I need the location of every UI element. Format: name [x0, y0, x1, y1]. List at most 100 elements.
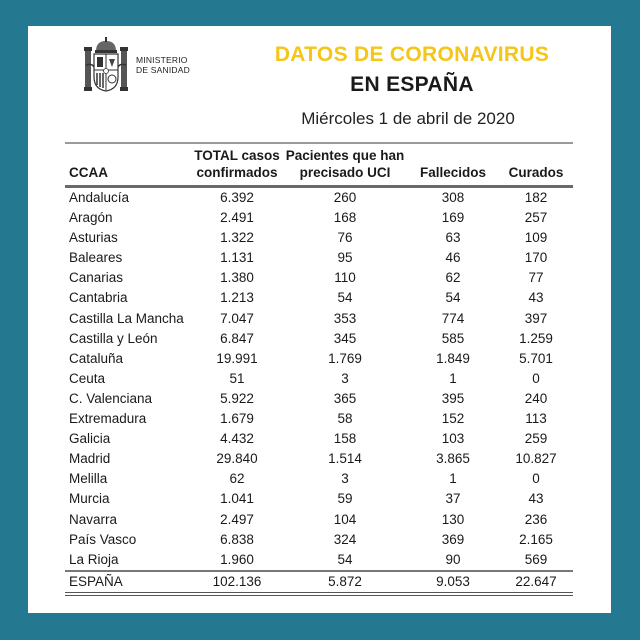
- coronavirus-data-table: CCAA TOTAL casos confirmados Pacientes q…: [65, 142, 573, 596]
- table-row: La Rioja 1.960 54 90 569: [65, 550, 573, 571]
- deaths: 774: [441, 310, 465, 326]
- deaths: 395: [441, 390, 465, 406]
- total-cases: 1.679: [220, 411, 254, 427]
- table-row: Murcia 1.041 59 37 43: [65, 489, 573, 509]
- region-name: Melilla: [69, 471, 108, 487]
- table-row: C. Valenciana 5.922 365 395 240: [65, 389, 573, 409]
- icu-patients: 353: [333, 310, 357, 326]
- icu-patients: 5.872: [328, 573, 362, 589]
- icu-patients: 59: [337, 491, 353, 507]
- region-name: Aragón: [69, 210, 113, 226]
- total-cases: 51: [229, 370, 245, 386]
- total-cases: 4.432: [220, 431, 254, 447]
- icu-patients: 54: [337, 290, 353, 306]
- icu-patients: 345: [333, 330, 357, 346]
- deaths: 46: [445, 250, 461, 266]
- total-cases: 1.131: [220, 250, 254, 266]
- table-row: Baleares 1.131 95 46 170: [65, 248, 573, 268]
- total-cases: 6.392: [220, 190, 254, 205]
- recovered: 397: [524, 310, 548, 326]
- total-cases: 1.322: [220, 230, 254, 246]
- region-name: Andalucía: [69, 190, 130, 205]
- total-cases: 2.491: [220, 210, 254, 226]
- deaths: 103: [441, 431, 465, 447]
- total-cases: 29.840: [216, 451, 258, 467]
- region-name: Ceuta: [69, 370, 106, 386]
- region-name: Cantabria: [69, 290, 128, 306]
- recovered: 569: [524, 551, 548, 567]
- table-row: Cantabria 1.213 54 54 43: [65, 288, 573, 308]
- icu-patients: 260: [333, 190, 357, 205]
- header-icu-patients: Pacientes que han precisado UCI: [285, 148, 405, 180]
- report-date: Miércoles 1 de abril de 2020: [301, 109, 515, 128]
- region-name: Cataluña: [69, 350, 124, 366]
- recovered: 259: [524, 431, 548, 447]
- recovered: 0: [532, 370, 540, 386]
- table-row: Madrid 29.840 1.514 3.865 10.827: [65, 449, 573, 469]
- table-row: Asturias 1.322 76 63 109: [65, 228, 573, 248]
- header-total-cases: TOTAL casos confirmados: [194, 148, 280, 180]
- deaths: 1.849: [436, 350, 470, 366]
- recovered: 43: [528, 491, 544, 507]
- deaths: 369: [441, 531, 465, 547]
- icu-patients: 110: [334, 270, 356, 286]
- recovered: 109: [524, 230, 548, 246]
- recovered: 10.827: [515, 451, 557, 467]
- total-cases: 1.380: [220, 270, 254, 286]
- title-line2: EN ESPAÑA: [350, 73, 474, 96]
- total-label: ESPAÑA: [69, 573, 123, 589]
- icu-patients: 365: [333, 390, 357, 406]
- table-total-row: ESPAÑA 102.136 5.872 9.053 22.647: [65, 570, 573, 594]
- region-name: Baleares: [69, 250, 123, 266]
- deaths: 169: [441, 210, 465, 226]
- total-cases: 1.960: [220, 551, 254, 567]
- deaths: 1: [449, 370, 457, 386]
- region-name: Madrid: [69, 451, 111, 467]
- total-cases: 2.497: [220, 511, 254, 527]
- region-name: La Rioja: [69, 551, 119, 567]
- icu-patients: 1.769: [328, 350, 362, 366]
- deaths: 152: [441, 411, 465, 427]
- icu-patients: 54: [337, 551, 353, 567]
- deaths: 62: [445, 270, 461, 286]
- region-name: Castilla y León: [69, 330, 158, 346]
- total-cases: 1.213: [220, 290, 254, 306]
- recovered: 236: [524, 511, 548, 527]
- deaths: 54: [445, 290, 461, 306]
- recovered: 5.701: [519, 350, 553, 366]
- coat-of-arms-spain-icon: [84, 37, 128, 92]
- header-ccaa: CCAA: [69, 165, 108, 180]
- deaths: 63: [445, 230, 461, 246]
- header-deaths: Fallecidos: [419, 165, 487, 180]
- table-header-row: CCAA TOTAL casos confirmados Pacientes q…: [65, 143, 573, 187]
- icu-patients: 3: [341, 471, 349, 487]
- deaths: 308: [441, 190, 465, 205]
- recovered: 1.259: [519, 330, 553, 346]
- table-row: Extremadura 1.679 58 152 113: [65, 409, 573, 429]
- region-name: Navarra: [69, 511, 118, 527]
- recovered: 113: [525, 411, 547, 427]
- region-name: Castilla La Mancha: [69, 310, 184, 326]
- table-row: Ceuta 51 3 1 0: [65, 369, 573, 389]
- table-row: Melilla 62 3 1 0: [65, 469, 573, 489]
- table-row: Navarra 2.497 104 130 236: [65, 510, 573, 530]
- recovered: 2.165: [519, 531, 553, 547]
- deaths: 130: [441, 511, 465, 527]
- icu-patients: 104: [333, 511, 357, 527]
- recovered: 240: [524, 390, 548, 406]
- recovered: 22.647: [515, 573, 557, 589]
- recovered: 257: [524, 210, 548, 226]
- table-row: Andalucía 6.392 260 308 182: [65, 187, 573, 209]
- region-name: Galicia: [69, 431, 111, 447]
- table-row: Cataluña 19.991 1.769 1.849 5.701: [65, 349, 573, 369]
- icu-patients: 168: [333, 210, 357, 226]
- icu-patients: 158: [333, 431, 357, 447]
- ministry-name-line1: MINISTERIO: [136, 55, 188, 65]
- total-cases: 19.991: [216, 350, 258, 366]
- infographic-panel: MINISTERIO DE SANIDAD DATOS DE CORONAVIR…: [28, 26, 611, 613]
- ministry-logo: MINISTERIO DE SANIDAD: [84, 36, 194, 94]
- total-cases: 1.041: [220, 491, 254, 507]
- table-row: Canarias 1.380 110 62 77: [65, 268, 573, 288]
- total-cases: 5.922: [220, 390, 254, 406]
- table-row: Aragón 2.491 168 169 257: [65, 208, 573, 228]
